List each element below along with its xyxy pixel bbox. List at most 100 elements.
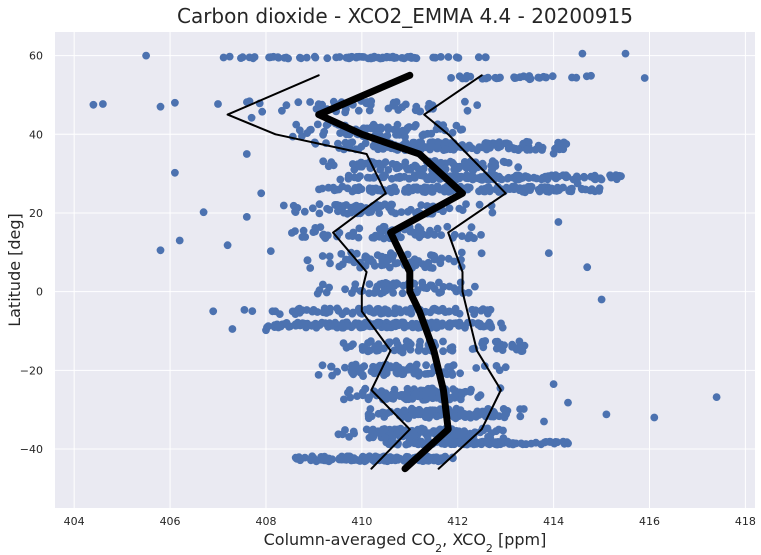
- data-point: [420, 171, 428, 180]
- data-point: [455, 309, 464, 318]
- data-point: [326, 259, 334, 268]
- x-axis-label-text: Column-averaged CO: [264, 530, 436, 549]
- data-point: [411, 121, 420, 129]
- data-point: [444, 321, 453, 330]
- data-point: [367, 454, 376, 463]
- x-tick-label: 408: [255, 515, 276, 528]
- data-point: [517, 347, 526, 355]
- data-point: [481, 184, 489, 193]
- data-point: [358, 391, 367, 400]
- data-point: [578, 49, 587, 58]
- data-point: [325, 454, 333, 463]
- data-point: [292, 120, 301, 129]
- data-point: [257, 189, 266, 198]
- data-point: [366, 255, 375, 264]
- data-point: [380, 371, 388, 379]
- data-point: [448, 393, 457, 402]
- data-point: [464, 288, 473, 297]
- data-point: [433, 224, 442, 233]
- data-point: [404, 183, 413, 192]
- x-tick-label: 414: [543, 515, 564, 528]
- data-point: [370, 261, 379, 270]
- data-point: [413, 139, 422, 148]
- data-point: [310, 52, 319, 61]
- data-point: [414, 368, 423, 377]
- data-point: [352, 53, 361, 62]
- data-point: [320, 127, 329, 136]
- data-point: [365, 393, 373, 402]
- data-point: [228, 325, 237, 333]
- data-point: [343, 343, 351, 352]
- data-point: [433, 455, 442, 463]
- data-point: [405, 363, 413, 372]
- data-point: [403, 454, 411, 463]
- data-point: [356, 202, 365, 211]
- data-point: [482, 74, 490, 83]
- x-tick-labels: 404 406 408 410 412 414 416 418: [64, 515, 756, 528]
- data-point: [171, 98, 179, 107]
- data-point: [552, 187, 561, 195]
- data-point: [510, 182, 519, 191]
- data-point: [402, 164, 411, 173]
- data-point: [388, 174, 396, 183]
- data-point: [386, 362, 395, 371]
- data-point: [402, 337, 411, 345]
- data-point: [343, 209, 352, 218]
- data-point: [314, 320, 323, 329]
- data-point: [328, 371, 336, 380]
- data-point: [306, 264, 315, 272]
- data-point: [462, 200, 470, 209]
- data-point: [225, 52, 234, 61]
- data-point: [443, 437, 452, 446]
- data-point: [597, 175, 606, 184]
- data-point: [391, 309, 399, 318]
- data-point: [142, 51, 151, 60]
- data-point: [444, 307, 453, 316]
- data-point: [527, 183, 535, 192]
- data-point: [447, 74, 455, 82]
- data-point: [448, 369, 456, 378]
- data-point: [348, 232, 357, 241]
- data-point: [319, 308, 328, 317]
- data-point: [580, 173, 589, 182]
- data-point: [547, 171, 556, 180]
- data-point: [439, 337, 447, 346]
- data-point: [498, 323, 507, 332]
- data-point: [491, 159, 499, 168]
- data-point: [419, 230, 427, 239]
- data-point: [538, 143, 547, 152]
- data-point: [325, 283, 333, 292]
- data-point: [382, 391, 391, 399]
- data-point: [452, 404, 461, 413]
- data-point: [294, 98, 303, 107]
- data-point: [427, 129, 436, 138]
- data-point: [383, 131, 392, 140]
- data-point: [481, 53, 490, 62]
- data-point: [583, 263, 592, 272]
- data-point: [477, 306, 485, 315]
- data-point: [515, 337, 524, 346]
- data-point: [437, 254, 446, 263]
- y-tick-label: −20: [20, 364, 43, 377]
- data-point: [364, 54, 373, 63]
- data-point: [517, 439, 526, 448]
- data-point: [492, 344, 501, 353]
- data-point: [373, 143, 382, 152]
- data-point: [375, 159, 384, 168]
- data-point: [315, 200, 324, 209]
- data-point: [291, 453, 300, 462]
- data-point: [315, 209, 324, 218]
- data-point: [398, 289, 407, 298]
- data-point: [463, 172, 471, 181]
- data-point: [423, 456, 431, 465]
- data-point: [309, 306, 318, 314]
- data-point: [351, 360, 360, 369]
- data-point: [510, 439, 519, 448]
- data-point: [275, 310, 284, 318]
- series-line-upper: [423, 74, 507, 470]
- data-point: [497, 175, 506, 184]
- data-point: [351, 320, 359, 329]
- data-point: [295, 126, 304, 135]
- data-point: [502, 410, 510, 419]
- data-point: [349, 308, 357, 317]
